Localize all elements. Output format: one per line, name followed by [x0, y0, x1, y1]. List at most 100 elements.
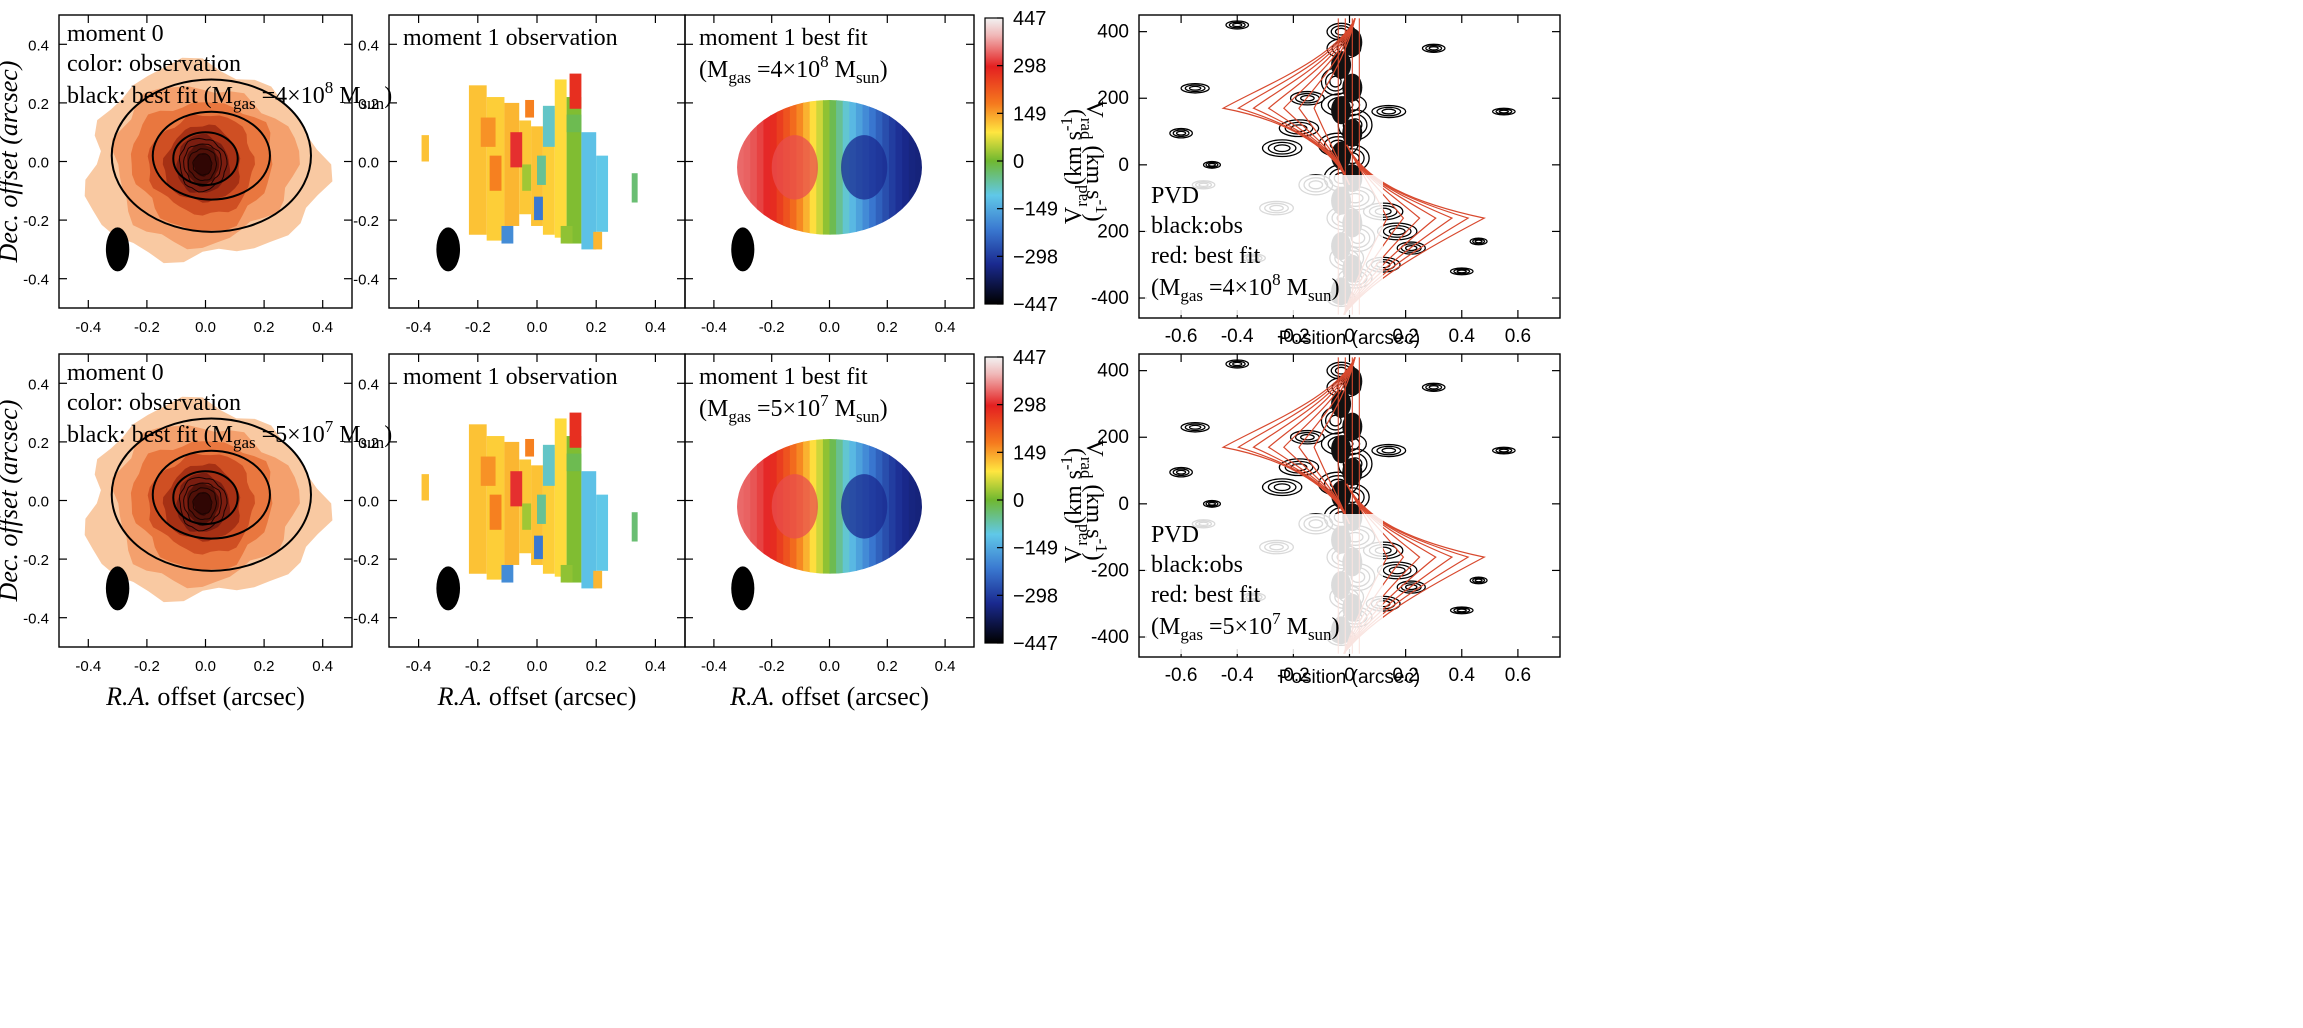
obs-contour [1205, 500, 1219, 507]
mom1-obs-patch [489, 494, 502, 530]
obs-contour [1172, 468, 1190, 477]
obs-contour [1376, 106, 1402, 117]
y-tick-label: -0.4 [353, 272, 379, 289]
colorbar-tick-label: 298 [1013, 56, 1046, 78]
fit-disk-band [829, 99, 838, 235]
x-tick-label: 0.2 [1392, 665, 1418, 686]
mom1-obs-patch [480, 117, 496, 147]
moment0-title: moment 0 [67, 360, 164, 386]
moment0-fit-label: black: best fit (Mgas =4×108 Msun) [67, 78, 392, 113]
obs-contour [1388, 566, 1406, 575]
pvd-fit-mass-label: (Mgas =5×107 Msun) [1151, 609, 1340, 644]
pvd-legend-obs: black:obs [1151, 213, 1243, 239]
moment0-inner-contour [178, 137, 228, 193]
fit-contour-1 [151, 449, 271, 540]
x-tick-label: 0.4 [645, 319, 666, 336]
fit-disk-band [756, 99, 765, 235]
obs-contour [1453, 607, 1471, 614]
mom1-obs-patch [537, 155, 546, 185]
fit-disk-band [902, 99, 910, 235]
obs-contour [1472, 577, 1486, 584]
x-tick-label: 0.4 [1449, 326, 1476, 347]
fit-disk-band [908, 99, 917, 235]
moment0-inner-contour [192, 153, 213, 176]
y-tick-label: 0.4 [28, 37, 49, 54]
obs-contour [1453, 268, 1471, 275]
mom1-obs-column [542, 108, 555, 235]
obs-contour [1469, 576, 1488, 585]
y-tick-label: 0.2 [358, 96, 379, 113]
x-tick-label: -0.2 [134, 319, 160, 336]
x-tick-label: -0.4 [701, 319, 727, 336]
colorbar-tick-label: 0 [1013, 151, 1024, 173]
x-tick-label: 0 [1344, 665, 1355, 686]
beam-ellipse [436, 566, 461, 611]
obs-contour [1474, 578, 1483, 583]
obs-peak [1331, 389, 1352, 418]
y-tick-label: 0.4 [28, 376, 49, 393]
x-tick-label: 0.2 [877, 319, 898, 336]
beam-ellipse [731, 566, 755, 611]
x-tick-label: -0.4 [1221, 326, 1254, 347]
y-tick-label: -0.4 [23, 272, 49, 289]
panel-bot-mom1-obs: -0.4 -0.2 0.0 0.2 0.4 -0.4 -0.2 0.0 0.2 0.4 moment… [353, 353, 686, 711]
fit-disk-band [829, 438, 838, 574]
y-tick-label: -0.2 [23, 552, 49, 569]
moment0-inner-contour [183, 143, 222, 187]
y-tick-label: -400 [1091, 288, 1129, 309]
x-tick-label: 0.2 [1392, 326, 1418, 347]
panel-top-moment0: -0.4 -0.2 0.0 0.2 0.4 -0.4 -0.2 0.0 0.2 0.4 moment… [0, 14, 392, 336]
mom1-obs-patch [631, 173, 638, 203]
mom1-obs-column [596, 494, 609, 571]
mom1-obs-patch [542, 444, 555, 486]
fit-contour-1 [151, 110, 271, 201]
panel-top-colorbar: 447 298 149 0 −149 −298 −447 Vrad (km s-1) [984, 8, 1111, 316]
moment0-level-7 [193, 491, 212, 516]
panel-top-mom1-obs: -0.4 -0.2 0.0 0.2 0.4 -0.4 -0.2 0.0 0.2 0.4 moment… [353, 14, 686, 336]
dec-axis-label: Dec. offset (arcsec) [0, 61, 23, 264]
mom1-obs-patch [421, 474, 429, 501]
fit-disk-band [737, 99, 745, 235]
x-tick-label: 0.4 [1449, 665, 1476, 686]
mom1-obs-column [566, 436, 582, 583]
mom1-obs-patch [560, 564, 573, 583]
pvd-legend-title: PVD [1151, 183, 1199, 209]
x-tick-label: 0.4 [935, 319, 956, 336]
pvd-legend-bg [1145, 175, 1383, 315]
fit-disk-band [888, 99, 897, 235]
colorbar-label: Vrad (km s-1) [1077, 439, 1111, 560]
x-tick-label: 0.4 [312, 658, 333, 675]
fit-disk [737, 438, 922, 574]
fit-contour-2 [172, 470, 239, 525]
fit-disk-band [816, 438, 824, 574]
y-tick-label: 0.4 [358, 376, 379, 393]
fit-disk-band [743, 438, 752, 574]
y-tick-label: 200 [1097, 88, 1129, 109]
colorbar-tick-label: 298 [1013, 395, 1046, 417]
fit-disk-band [816, 99, 824, 235]
x-tick-label: 0.2 [586, 319, 607, 336]
x-tick-label: -0.2 [759, 319, 785, 336]
model-contour-upper [1298, 357, 1356, 525]
y-tick-label: -0.2 [353, 213, 379, 230]
obs-contour [1425, 383, 1443, 391]
obs-contour [1456, 269, 1467, 274]
mom1-obs-column [596, 155, 609, 232]
colorbar-tick-label: −447 [1013, 633, 1058, 655]
mom1-fit-title: moment 1 best fit [699, 25, 868, 51]
mom1-obs-patch [501, 564, 514, 583]
fit-disk [737, 99, 922, 235]
mom1-obs-column [581, 132, 597, 250]
obs-contour [1261, 139, 1303, 158]
obs-contour [1289, 90, 1325, 106]
obs-contour [1267, 141, 1297, 155]
mom1-obs-patch [525, 438, 535, 457]
y-tick-label: 0.4 [358, 37, 379, 54]
obs-contour [1188, 424, 1202, 430]
y-tick-label: -0.4 [353, 611, 379, 628]
x-tick-label: -0.2 [465, 319, 491, 336]
fit-disk-band [750, 99, 758, 235]
obs-contour [1428, 46, 1439, 51]
y-tick-label: -0.2 [23, 213, 49, 230]
